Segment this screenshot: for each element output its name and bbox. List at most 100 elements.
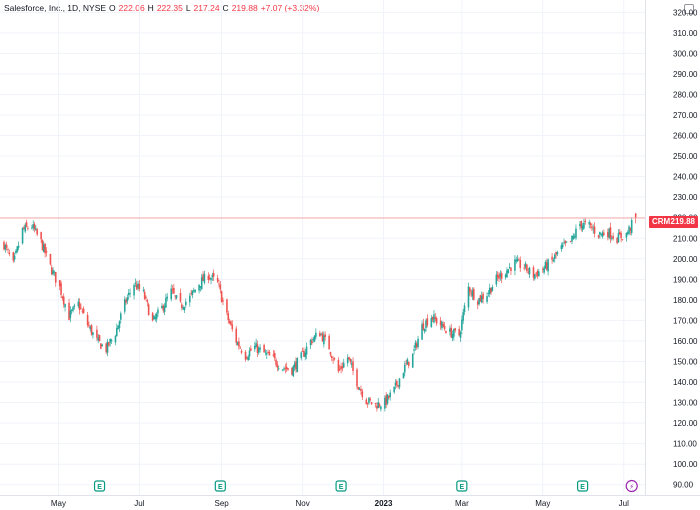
- candle-body: [191, 290, 194, 296]
- candle-body: [165, 297, 167, 308]
- candle-body: [528, 267, 531, 275]
- candle-body: [198, 284, 200, 291]
- candle-body: [516, 259, 519, 262]
- candle-body: [143, 291, 146, 299]
- candle-body: [194, 289, 196, 293]
- candle-body: [597, 235, 600, 238]
- candle-body: [454, 328, 457, 331]
- candle-body: [499, 273, 502, 277]
- last-price-tag: CRM 219.88: [649, 216, 698, 228]
- candle-body: [170, 288, 173, 300]
- candle-body: [487, 292, 490, 294]
- earnings-letter: E: [580, 484, 585, 491]
- candle-body: [350, 363, 353, 365]
- candle-body: [192, 290, 195, 292]
- candle-body: [386, 394, 389, 404]
- price-tick-label: 260.00: [673, 132, 698, 141]
- candle-body: [544, 261, 547, 269]
- candle-body: [259, 347, 261, 350]
- earnings-icon: [93, 480, 106, 492]
- candle-body: [147, 304, 150, 316]
- candle-body: [471, 290, 474, 297]
- price-tick-label: 170.00: [673, 316, 698, 325]
- candle-body: [90, 325, 93, 335]
- candle-body: [482, 293, 484, 300]
- earnings-letter: E: [339, 484, 344, 491]
- candle-body: [228, 320, 231, 324]
- candle-body: [272, 354, 275, 356]
- candle-body: [620, 232, 622, 239]
- earnings-icon: [214, 480, 226, 492]
- high-label: H: [147, 3, 154, 13]
- candle-body: [403, 364, 406, 373]
- price-tick-label: 280.00: [673, 90, 698, 99]
- candle-body: [166, 296, 169, 299]
- candle-body: [319, 332, 321, 337]
- earnings-letter: E: [218, 484, 223, 491]
- candle-body: [300, 352, 303, 359]
- candle-body: [311, 340, 313, 344]
- candle-body: [133, 284, 135, 296]
- candle-body: [173, 287, 175, 294]
- candle-body: [561, 244, 564, 248]
- candle-body: [291, 367, 293, 375]
- candle-body: [378, 404, 381, 407]
- candle-body: [33, 224, 36, 230]
- candle-body: [188, 295, 191, 303]
- candle-body: [81, 310, 84, 312]
- candle-body: [442, 324, 445, 327]
- candle-body: [534, 274, 536, 279]
- candle-body: [182, 307, 184, 310]
- candle-body: [535, 272, 537, 274]
- price-tick-label: 190.00: [673, 275, 698, 284]
- candle-body: [547, 259, 549, 272]
- price-axis[interactable]: 90.00 100.00 110.00 120.00 130.00 140.00 150.0…: [673, 8, 698, 489]
- candle-body: [24, 224, 27, 232]
- candle-body: [384, 397, 386, 409]
- candle-body: [583, 222, 585, 229]
- candle-body: [8, 252, 11, 255]
- candle-body: [210, 277, 212, 281]
- candle-body: [394, 382, 397, 386]
- symbol-title[interactable]: Salesforce, Inc., 1D, NYSE: [4, 3, 107, 13]
- time-tick-label: Jul: [134, 499, 144, 508]
- candle-body: [480, 295, 483, 303]
- price-tick-label: 160.00: [673, 337, 698, 346]
- candles: [3, 212, 637, 412]
- candle-body: [5, 244, 8, 248]
- time-tick-label: Jul: [619, 499, 629, 508]
- candle-body: [235, 328, 238, 343]
- candle-body: [240, 351, 243, 353]
- candle-body: [50, 267, 53, 275]
- candle-body: [254, 345, 256, 350]
- candle-body: [119, 313, 122, 320]
- candle-body: [515, 259, 518, 262]
- candle-body: [478, 298, 480, 304]
- candle-body: [541, 268, 544, 270]
- candle-body: [443, 325, 446, 330]
- candle-body: [72, 307, 74, 311]
- candle-body: [68, 302, 70, 321]
- candle-body: [389, 392, 391, 397]
- candle-body: [106, 341, 109, 353]
- candle-body: [599, 231, 601, 235]
- candle-body: [342, 362, 345, 368]
- change-value: +7.07 (+3.32%): [260, 3, 320, 13]
- time-axis[interactable]: May Jul Sep Nov 2023 Mar May Jul: [51, 499, 629, 508]
- candle-body: [171, 288, 174, 291]
- candle-body: [117, 325, 119, 330]
- candle-body: [426, 318, 429, 326]
- candle-body: [52, 270, 54, 275]
- candle-body: [97, 337, 100, 341]
- candle-body: [441, 321, 443, 329]
- candle-body: [304, 352, 307, 358]
- candle-body: [21, 227, 24, 244]
- chart-settings-icon[interactable]: [684, 4, 694, 14]
- candle-body: [216, 277, 219, 282]
- candle-body: [591, 226, 593, 229]
- candle-body: [629, 228, 632, 231]
- candle-body: [338, 368, 341, 370]
- candle-body: [181, 304, 183, 308]
- candle-body: [89, 326, 92, 330]
